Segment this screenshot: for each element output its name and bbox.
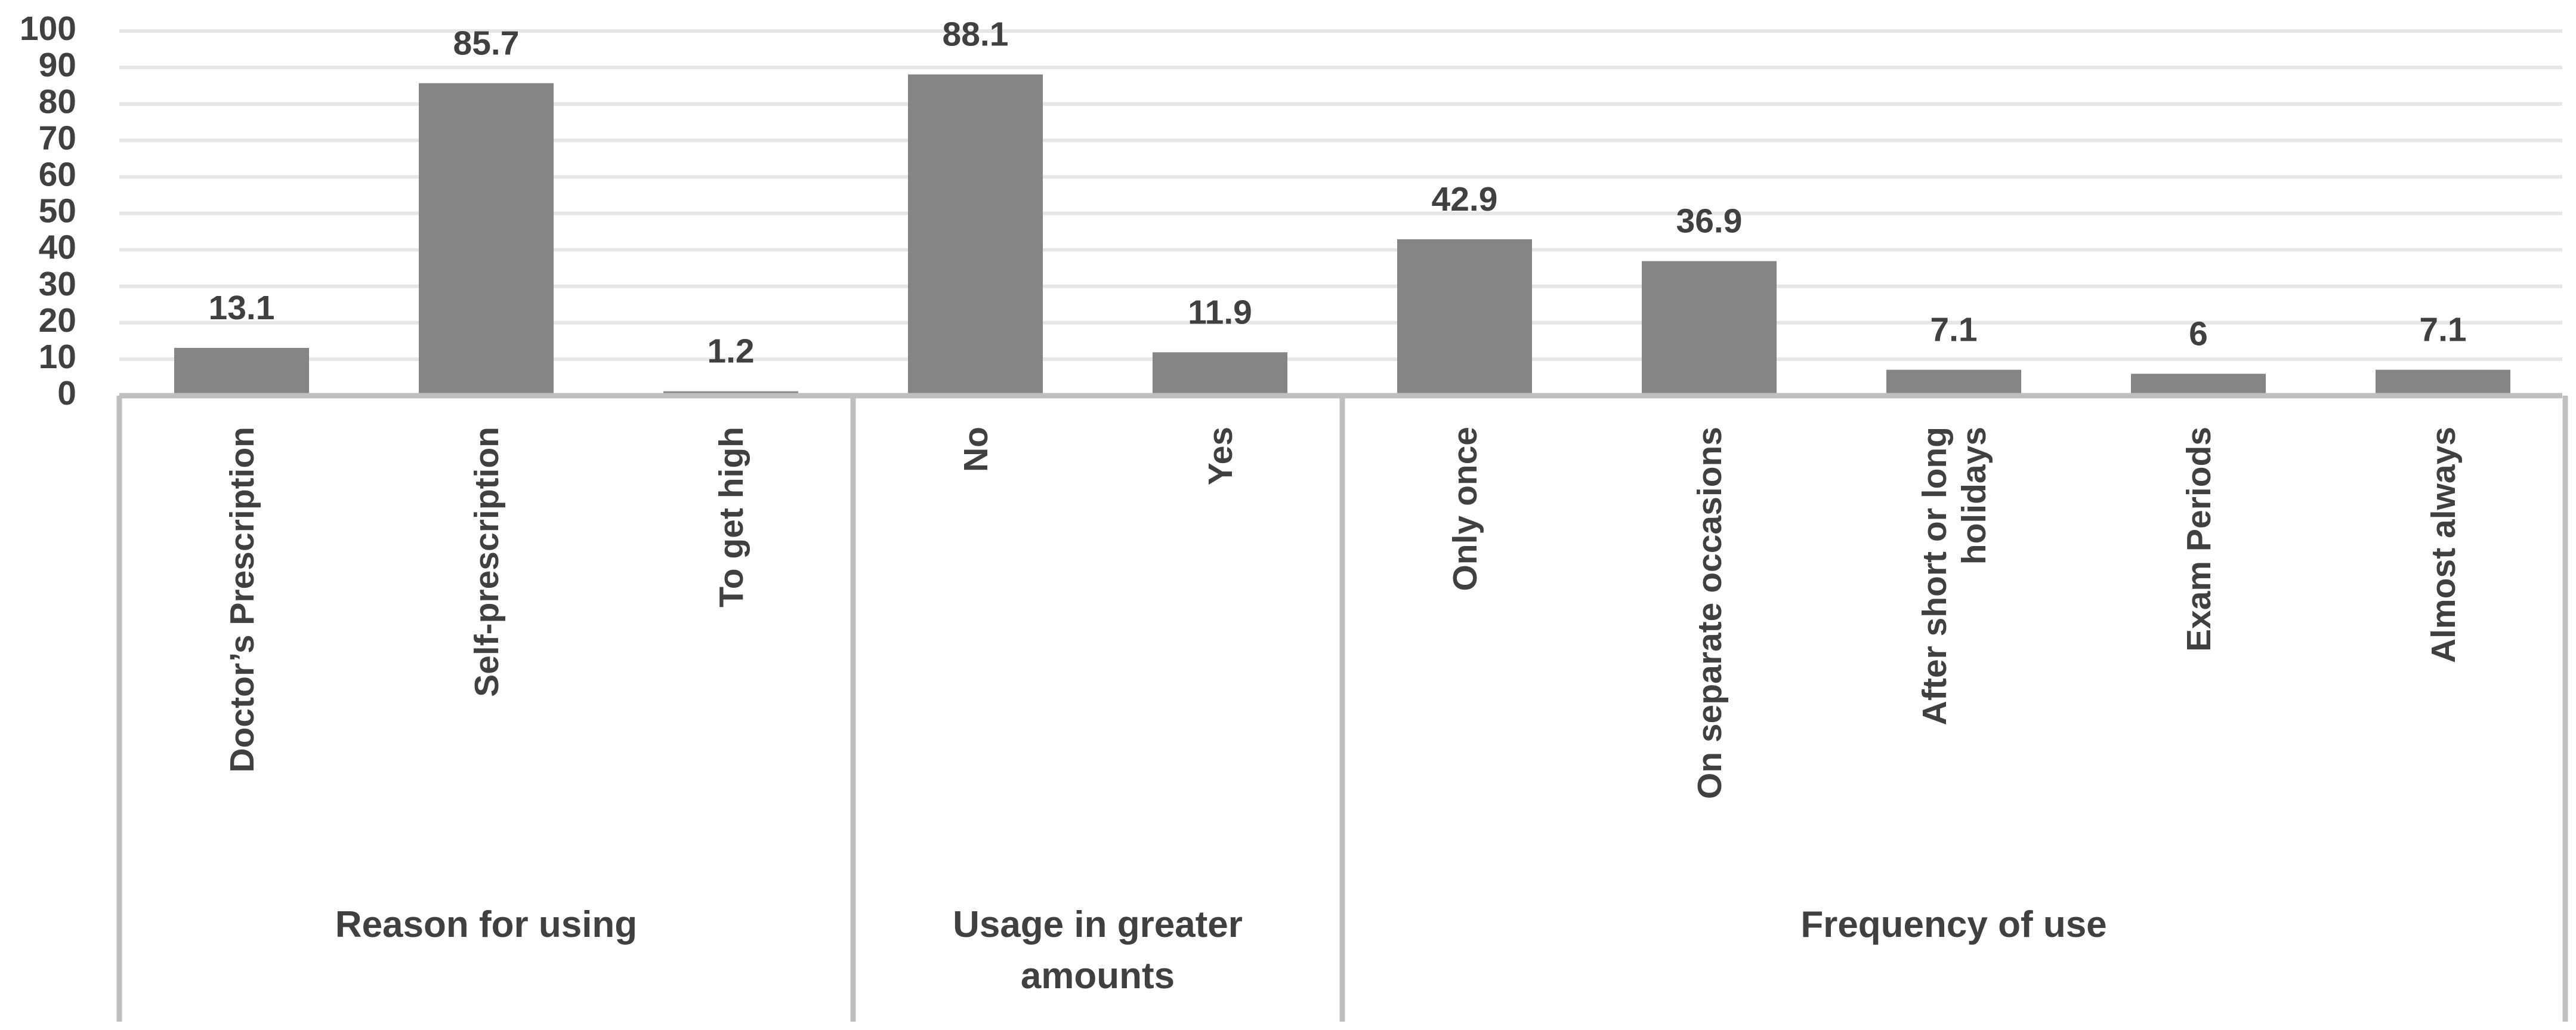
data-label: 88.1: [943, 16, 1009, 54]
y-tick-label: 80: [39, 82, 76, 121]
category-label: No: [957, 427, 995, 472]
category-labels: Doctor’s Prescription Self-prescription To…: [223, 427, 2463, 799]
y-tick-label: 60: [39, 155, 76, 193]
bar: [2376, 369, 2510, 396]
data-labels: 13.1 85.7 1.2 88.1 11.9 42.9 36.9 7.1 6 7.1: [209, 16, 2467, 371]
y-tick-label: 90: [39, 46, 76, 84]
y-tick-label: 10: [39, 338, 76, 376]
bar: [174, 347, 309, 396]
bar: [908, 74, 1043, 396]
category-label: After short or longholidays: [1916, 427, 1993, 725]
data-label: 13.1: [209, 289, 275, 327]
category-label: On separate occasions: [1691, 427, 1729, 799]
category-label: Doctor’s Prescription: [223, 427, 261, 773]
category-label: To get high: [712, 427, 750, 607]
data-label: 7.1: [1930, 311, 1977, 349]
data-label: 36.9: [1676, 202, 1743, 240]
category-label: Only once: [1446, 427, 1484, 591]
bar: [1397, 239, 1532, 396]
data-label: 1.2: [707, 332, 754, 371]
data-label: 6: [2189, 314, 2208, 353]
y-tick-label: 70: [39, 119, 76, 157]
data-label: 11.9: [1188, 293, 1252, 331]
group-label: Frequency of use: [1800, 904, 2106, 945]
y-tick-label: 20: [39, 301, 76, 340]
data-label: 42.9: [1432, 180, 1498, 218]
y-tick-label: 40: [39, 229, 76, 267]
group-label: Reason for using: [335, 904, 637, 945]
data-label: 7.1: [2419, 311, 2466, 349]
data-label: 85.7: [453, 24, 520, 62]
y-tick-label: 50: [39, 192, 76, 230]
bar: [2131, 374, 2266, 396]
category-label: Self-prescription: [468, 427, 506, 697]
bars: [174, 74, 2510, 396]
category-axis: [116, 393, 2568, 1022]
bar: [1886, 369, 2021, 396]
y-tick-label: 30: [39, 265, 76, 303]
y-tick-label: 100: [20, 10, 76, 48]
group-label: Usage in greater amounts: [953, 904, 1243, 997]
group-labels: Reason for using Usage in greater amounts F…: [335, 904, 2107, 997]
bar: [1642, 261, 1777, 396]
bar: [419, 83, 554, 396]
category-label: Yes: [1201, 427, 1240, 485]
category-label: Almost always: [2424, 427, 2463, 663]
bar: [1153, 352, 1287, 396]
y-tick-label: 0: [57, 374, 76, 412]
category-label: Exam Periods: [2180, 427, 2218, 652]
